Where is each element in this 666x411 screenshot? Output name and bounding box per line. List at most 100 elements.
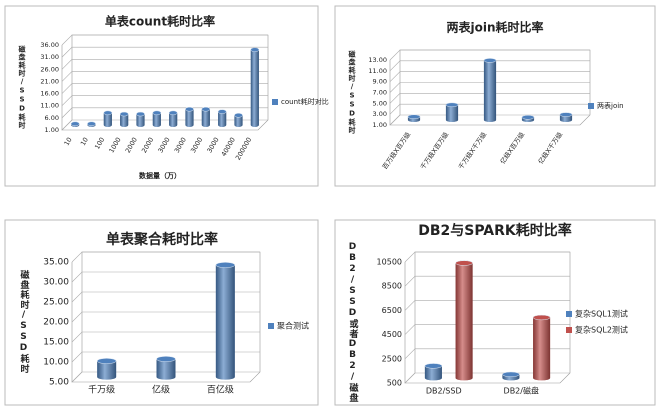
bar xyxy=(215,262,236,380)
grid-line xyxy=(389,71,590,82)
bar xyxy=(234,113,243,127)
legend-swatch xyxy=(268,323,274,329)
bar-top xyxy=(215,262,236,268)
bar xyxy=(424,363,443,381)
bar-shade xyxy=(97,361,117,380)
bar xyxy=(521,115,535,123)
y-axis-label: 磁盘耗时/SSD耗时 xyxy=(19,269,30,374)
y-tick-label: 31.00 xyxy=(40,53,59,61)
grid-line xyxy=(389,82,590,93)
grid-line xyxy=(404,300,570,311)
x-tick-label: 百亿级 xyxy=(207,384,234,396)
bar xyxy=(152,110,162,127)
grid-line xyxy=(71,291,260,303)
y-tick-label: 16.00 xyxy=(40,90,59,98)
chart-title: 单表聚合耗时比率 xyxy=(106,231,218,248)
bar-shade xyxy=(218,111,227,127)
grid-line xyxy=(389,103,590,115)
bar-top xyxy=(445,102,459,108)
x-axis-label: 数据量（万） xyxy=(139,171,181,180)
bar xyxy=(156,356,176,380)
legend-label: 复杂SQL2测试 xyxy=(575,325,628,335)
bar xyxy=(483,58,497,122)
y-tick-label: 15.00 xyxy=(43,338,69,348)
bar-top xyxy=(119,111,129,117)
y-tick-label: 6500 xyxy=(382,306,402,315)
bar-shade xyxy=(424,365,442,381)
bar-top xyxy=(70,121,80,127)
bar xyxy=(502,371,520,381)
grid-line xyxy=(61,83,268,94)
grid-line xyxy=(71,311,260,323)
y-tick-label: 20.00 xyxy=(43,318,69,328)
legend-label: 聚合测试 xyxy=(277,321,309,331)
grid-line xyxy=(61,58,268,70)
bar-shade xyxy=(152,112,161,127)
bar xyxy=(168,110,178,127)
bar xyxy=(217,109,227,127)
y-tick-label: 1.00 xyxy=(45,126,59,134)
bar-shade xyxy=(136,114,145,127)
y-tick-label: 3.00 xyxy=(373,110,387,118)
bar-top xyxy=(103,110,113,116)
y-tick-label: 10.00 xyxy=(43,358,69,368)
legend-label: count耗时对比 xyxy=(281,97,329,106)
grid-line xyxy=(71,351,260,363)
y-tick-label: 36.00 xyxy=(40,41,59,49)
bar-top xyxy=(152,110,162,116)
y-tick-label: 6.00 xyxy=(45,114,59,122)
y-axis-label: DB2/SSD或者DB2/磁盘 xyxy=(348,242,360,403)
bar-shade xyxy=(156,359,176,380)
grid-line xyxy=(404,324,570,335)
legend-label: 复杂SQL1测试 xyxy=(575,309,628,319)
grid-line xyxy=(389,49,590,61)
bar-shade xyxy=(201,109,210,127)
bar xyxy=(136,111,145,127)
chart-title: DB2与SPARK耗时比率 xyxy=(418,222,572,239)
bar-shade xyxy=(120,114,129,127)
bar-shade xyxy=(250,49,259,127)
bar-top xyxy=(532,314,551,321)
bar xyxy=(70,121,80,127)
y-tick-label: 10500 xyxy=(377,258,402,267)
y-tick-label: 4500 xyxy=(382,330,402,339)
bar-shade xyxy=(445,104,459,122)
x-tick-label: 亿级 xyxy=(152,384,170,396)
bar xyxy=(532,314,551,381)
legend-swatch xyxy=(566,311,572,317)
y-tick-label: 500 xyxy=(387,379,402,388)
grid-line xyxy=(71,371,260,383)
bar-top xyxy=(217,109,227,114)
bar-top xyxy=(96,358,117,364)
bar-top xyxy=(483,58,497,63)
y-tick-label: 11.00 xyxy=(368,67,387,75)
y-tick-label: 35.00 xyxy=(43,258,69,268)
bar xyxy=(455,260,473,381)
bar-top xyxy=(201,106,211,112)
y-tick-label: 25.00 xyxy=(43,298,69,308)
bar-shade xyxy=(185,109,194,127)
bar xyxy=(103,110,113,127)
bar-top xyxy=(250,47,260,52)
bar-shade xyxy=(215,265,235,380)
bar-top xyxy=(455,260,473,266)
grid-line xyxy=(71,251,260,263)
y-tick-label: 8500 xyxy=(382,282,402,291)
grid-line xyxy=(389,114,590,126)
bar xyxy=(185,106,194,127)
bar xyxy=(96,358,117,380)
bar-top xyxy=(87,121,96,127)
y-tick-label: 5.00 xyxy=(373,99,387,107)
bar-top xyxy=(424,363,443,369)
y-tick-label: 9.00 xyxy=(373,78,387,86)
y-tick-label: 30.00 xyxy=(43,278,69,288)
x-tick-label: 10 xyxy=(79,136,90,147)
bar-top xyxy=(168,110,178,116)
bar-shade xyxy=(533,317,551,381)
legend-swatch xyxy=(588,103,594,109)
grid-line xyxy=(61,95,268,106)
y-tick-label: 1.00 xyxy=(373,121,387,129)
y-axis-label: 磁盘耗时/SSD耗时 xyxy=(18,45,26,130)
legend-swatch xyxy=(272,99,278,105)
